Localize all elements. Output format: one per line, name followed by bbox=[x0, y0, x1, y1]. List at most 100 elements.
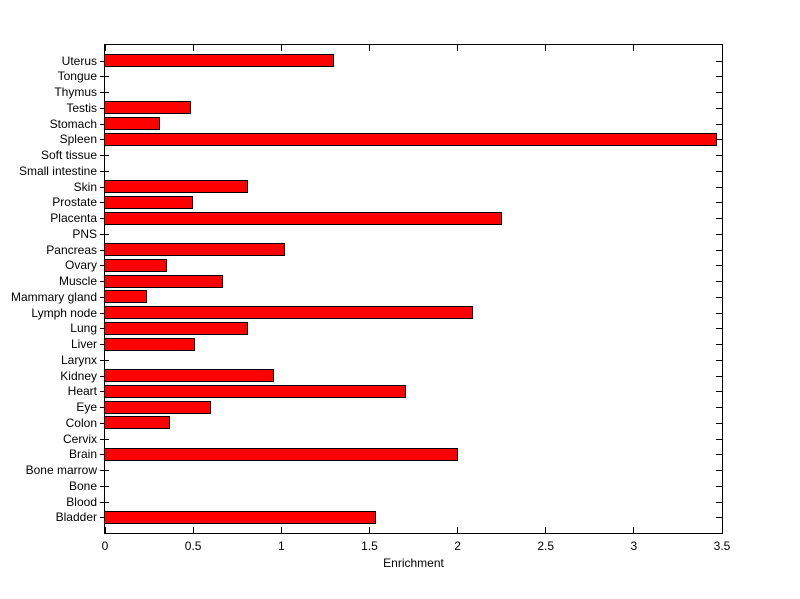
x-tick-label: 2 bbox=[454, 539, 461, 553]
y-tick-left bbox=[100, 501, 109, 503]
y-tick-right bbox=[716, 107, 722, 109]
y-tick-right bbox=[716, 501, 722, 503]
bar-muscle bbox=[104, 274, 224, 288]
x-tick-top bbox=[192, 45, 194, 51]
bar-lung bbox=[104, 321, 248, 335]
x-tick-top bbox=[280, 45, 282, 51]
bar-brain bbox=[104, 447, 458, 461]
y-tick-label-placenta: Placenta bbox=[50, 211, 97, 226]
bar-skin bbox=[104, 180, 248, 194]
y-tick-right bbox=[716, 92, 722, 94]
x-tick-label: 2.5 bbox=[537, 539, 555, 553]
bar-mammary-gland bbox=[104, 290, 148, 304]
bar-placenta bbox=[104, 211, 502, 225]
bar-prostate bbox=[104, 195, 194, 209]
y-tick-right bbox=[716, 422, 722, 424]
bar-pancreas bbox=[104, 243, 285, 257]
x-tick-top bbox=[633, 45, 635, 51]
y-tick-right bbox=[716, 186, 722, 188]
y-tick-label-bone-marrow: Bone marrow bbox=[25, 463, 97, 478]
y-tick-label-thymus: Thymus bbox=[54, 85, 97, 100]
y-tick-right bbox=[716, 407, 722, 409]
x-tick-label: 0.5 bbox=[184, 539, 202, 553]
bar-spleen bbox=[104, 132, 717, 146]
y-tick-right bbox=[716, 438, 722, 440]
y-tick-right bbox=[716, 359, 722, 361]
x-tick-label: 1.5 bbox=[361, 539, 378, 553]
x-tick-top bbox=[368, 45, 370, 51]
x-tick-bottom bbox=[104, 527, 106, 533]
y-tick-label-blood: Blood bbox=[66, 494, 97, 509]
y-tick-label-lung: Lung bbox=[70, 321, 97, 336]
bar-heart bbox=[104, 384, 407, 398]
bar-bladder bbox=[104, 510, 377, 524]
y-tick-left bbox=[100, 92, 109, 94]
x-tick-bottom bbox=[192, 527, 194, 533]
y-tick-right bbox=[716, 249, 722, 251]
bar-eye bbox=[104, 400, 211, 414]
bar-ovary bbox=[104, 258, 167, 272]
y-tick-label-bladder: Bladder bbox=[55, 510, 97, 525]
y-tick-right bbox=[716, 328, 722, 330]
y-tick-right bbox=[716, 265, 722, 267]
y-tick-right bbox=[716, 202, 722, 204]
y-tick-label-prostate: Prostate bbox=[52, 195, 97, 210]
y-tick-label-soft-tissue: Soft tissue bbox=[40, 148, 97, 163]
y-tick-label-spleen: Spleen bbox=[59, 132, 97, 147]
y-tick-right bbox=[716, 375, 722, 377]
y-tick-label-muscle: Muscle bbox=[58, 274, 97, 289]
y-tick-left bbox=[100, 233, 109, 235]
x-tick-label: 3.5 bbox=[713, 539, 731, 553]
x-tick-top bbox=[457, 45, 459, 51]
y-tick-left bbox=[100, 170, 109, 172]
x-tick-bottom bbox=[368, 527, 370, 533]
y-tick-right bbox=[716, 391, 722, 393]
y-tick-right bbox=[716, 312, 722, 314]
y-tick-left bbox=[100, 470, 109, 472]
y-tick-label-lymph-node: Lymph node bbox=[31, 305, 97, 320]
y-tick-left bbox=[100, 76, 109, 78]
y-tick-label-pns: PNS bbox=[72, 226, 97, 241]
bar-testis bbox=[104, 101, 192, 115]
x-tick-bottom bbox=[633, 527, 635, 533]
y-tick-right bbox=[716, 517, 722, 519]
bar-liver bbox=[104, 337, 195, 351]
y-tick-label-brain: Brain bbox=[68, 447, 97, 462]
y-tick-left bbox=[100, 155, 109, 157]
y-tick-label-testis: Testis bbox=[66, 100, 97, 115]
y-tick-label-uterus: Uterus bbox=[61, 53, 97, 68]
y-tick-label-bone: Bone bbox=[68, 478, 97, 493]
y-tick-right bbox=[716, 60, 722, 62]
bar-colon bbox=[104, 416, 171, 430]
y-tick-label-larynx: Larynx bbox=[60, 352, 97, 367]
y-tick-right bbox=[716, 76, 722, 78]
bar-stomach bbox=[104, 117, 160, 131]
x-tick-label: 0 bbox=[101, 539, 109, 553]
x-tick-bottom bbox=[721, 527, 723, 533]
y-tick-right bbox=[716, 218, 722, 220]
y-tick-label-small-intestine: Small intestine bbox=[18, 163, 97, 178]
y-tick-label-pancreas: Pancreas bbox=[46, 242, 97, 257]
bar-lymph-node bbox=[104, 306, 474, 320]
x-tick-top bbox=[104, 45, 106, 51]
x-tick-top bbox=[721, 45, 723, 51]
y-tick-right bbox=[716, 296, 722, 298]
y-tick-label-colon: Colon bbox=[65, 415, 97, 430]
y-tick-right bbox=[716, 139, 722, 141]
x-axis-title: Enrichment bbox=[383, 556, 444, 570]
y-tick-label-tongue: Tongue bbox=[57, 69, 97, 84]
y-tick-label-mammary-gland: Mammary gland bbox=[10, 289, 97, 304]
x-tick-top bbox=[545, 45, 547, 51]
y-tick-right bbox=[716, 170, 722, 172]
y-tick-label-ovary: Ovary bbox=[64, 258, 97, 273]
y-tick-left bbox=[100, 438, 109, 440]
y-tick-right bbox=[716, 344, 722, 346]
y-tick-left bbox=[100, 359, 109, 361]
x-tick-bottom bbox=[457, 527, 459, 533]
x-tick-bottom bbox=[545, 527, 547, 533]
y-tick-label-skin: Skin bbox=[73, 179, 97, 194]
y-tick-left bbox=[100, 485, 109, 487]
y-tick-label-kidney: Kidney bbox=[60, 368, 97, 383]
y-tick-label-liver: Liver bbox=[70, 337, 97, 352]
